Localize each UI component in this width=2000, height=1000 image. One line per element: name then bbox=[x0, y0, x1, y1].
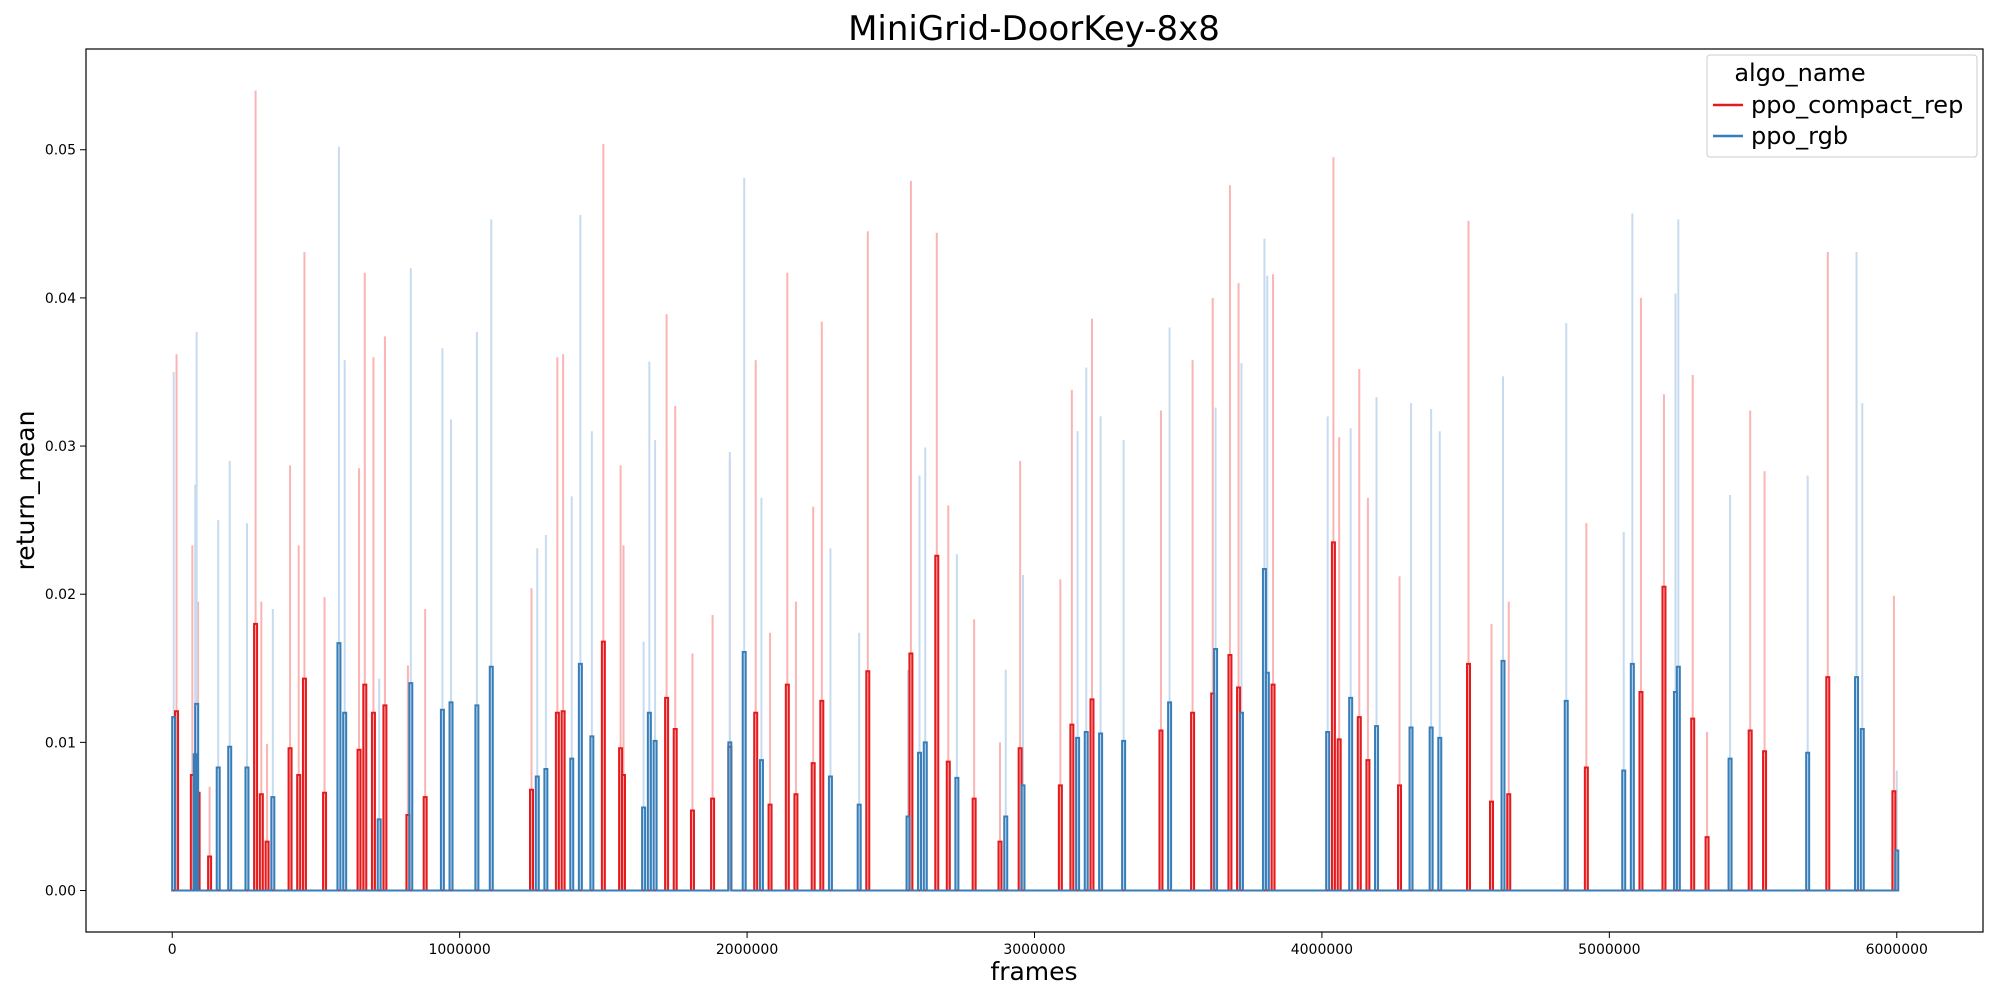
y-tick-label: 0.05 bbox=[45, 143, 76, 159]
x-tick-label: 1000000 bbox=[428, 942, 490, 958]
legend-entries: ppo_compact_rep ppo_rgb bbox=[1713, 91, 1963, 150]
legend-label-ppo-compact-rep: ppo_compact_rep bbox=[1751, 91, 1963, 119]
y-tick-label: 0.03 bbox=[45, 439, 76, 455]
legend-title: algo_name bbox=[1734, 59, 1865, 87]
x-tick-label: 0 bbox=[168, 942, 177, 958]
ppo-compact-rep-series-line bbox=[172, 541, 1897, 892]
x-tick-label: 4000000 bbox=[1291, 942, 1353, 958]
x-axis-label: frames bbox=[990, 957, 1077, 986]
y-tick-label: 0.00 bbox=[45, 884, 76, 900]
y-tick-label: 0.04 bbox=[45, 291, 76, 307]
x-tick-label: 5000000 bbox=[1578, 942, 1640, 958]
legend: algo_name ppo_compact_rep ppo_rgb bbox=[1706, 54, 1978, 158]
y-tick-label: 0.02 bbox=[45, 587, 76, 603]
x-tick-label: 6000000 bbox=[1866, 942, 1928, 958]
ppo-rgb-series-line bbox=[171, 568, 1900, 892]
confidence-bands bbox=[172, 90, 1898, 891]
x-axis-ticks: 0 1000000 2000000 3000000 4000000 5000000 6000… bbox=[168, 932, 1928, 958]
x-tick-label: 3000000 bbox=[1003, 942, 1065, 958]
y-axis-label: return_mean bbox=[11, 411, 40, 571]
series-lines bbox=[171, 541, 1900, 892]
chart-title: MiniGrid-DoorKey-8x8 bbox=[848, 9, 1220, 49]
x-tick-label: 2000000 bbox=[716, 942, 778, 958]
legend-label-ppo-rgb: ppo_rgb bbox=[1751, 122, 1848, 150]
plot-area-frame bbox=[85, 48, 1984, 933]
legend-box bbox=[1706, 54, 1978, 158]
y-axis-ticks: 0.00 0.01 0.02 0.03 0.04 0.05 bbox=[45, 143, 86, 900]
y-tick-label: 0.01 bbox=[45, 735, 76, 751]
